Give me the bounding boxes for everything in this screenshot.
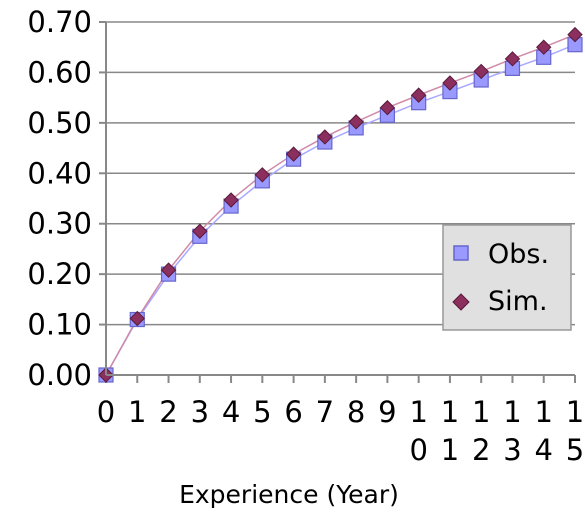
y-tick-label: 0.70	[27, 5, 92, 39]
x-tick-label: 1	[503, 395, 521, 429]
legend-box	[442, 224, 572, 331]
x-tick-label: 6	[284, 395, 302, 429]
x-tick-label: 2	[159, 395, 177, 429]
x-tick-label: 1	[566, 395, 584, 429]
legend: Obs. Sim.	[442, 224, 572, 331]
y-tick-label: 0.30	[27, 207, 92, 241]
sim-point	[223, 192, 239, 208]
sim-point	[567, 26, 583, 43]
y-tick-labels: 0.00 0.10 0.20 0.30 0.40 0.50 0.60 0.70	[27, 5, 92, 392]
legend-label-sim: Sim.	[488, 286, 548, 317]
y-gridlines	[99, 21, 576, 383]
x-tick-label: 3	[503, 433, 521, 467]
y-tick-label: 0.20	[27, 257, 92, 291]
y-tick-label: 0.40	[27, 156, 92, 190]
x-tick-label: 4	[535, 433, 553, 467]
sim-point	[410, 87, 427, 103]
legend-diamond-icon	[452, 293, 470, 311]
series-lines	[105, 33, 576, 376]
sim-point	[317, 129, 333, 145]
x-tick-label: 3	[191, 395, 209, 429]
sim-point	[504, 51, 521, 67]
sim-point	[160, 262, 177, 278]
sim-point	[473, 63, 489, 80]
x-tick-label: 7	[316, 395, 334, 429]
x-tick-label: 2	[472, 433, 490, 467]
x-axis-title: Experience (Year)	[179, 480, 399, 509]
sim-point	[192, 223, 208, 239]
x-tick-label: 8	[347, 395, 365, 429]
y-tick-label: 0.60	[27, 55, 92, 89]
sim-point	[285, 146, 302, 162]
x-tick-label: 0	[97, 395, 115, 429]
legend-label-obs: Obs.	[488, 239, 549, 270]
series-line-sim	[105, 33, 576, 376]
sim-point	[442, 75, 458, 91]
x-tick-label: 1	[441, 395, 459, 429]
x-tick-label: 1	[441, 433, 459, 467]
series-line-obs	[105, 43, 576, 376]
x-tick-label: 1	[128, 395, 146, 429]
x-tick-label: 1	[472, 395, 490, 429]
y-tick-label: 0.50	[27, 106, 92, 140]
x-tick-label: 0	[409, 433, 427, 467]
y-tick-label: 0.00	[27, 358, 92, 392]
sim-point	[536, 39, 552, 55]
x-tick-label: 4	[222, 395, 240, 429]
sim-point	[379, 100, 396, 116]
x-tick-label: 5	[253, 395, 271, 429]
sim-point	[254, 167, 271, 183]
sim-point	[348, 114, 364, 130]
series-markers	[98, 26, 583, 383]
x-tick-label: 1	[409, 395, 427, 429]
x-tick-label: 9	[378, 395, 396, 429]
y-tick-label: 0.10	[27, 308, 92, 342]
x-tick-label: 1	[535, 395, 553, 429]
sim-point	[129, 310, 145, 327]
x-tick-label: 5	[566, 433, 584, 467]
legend-square-icon	[453, 245, 469, 261]
